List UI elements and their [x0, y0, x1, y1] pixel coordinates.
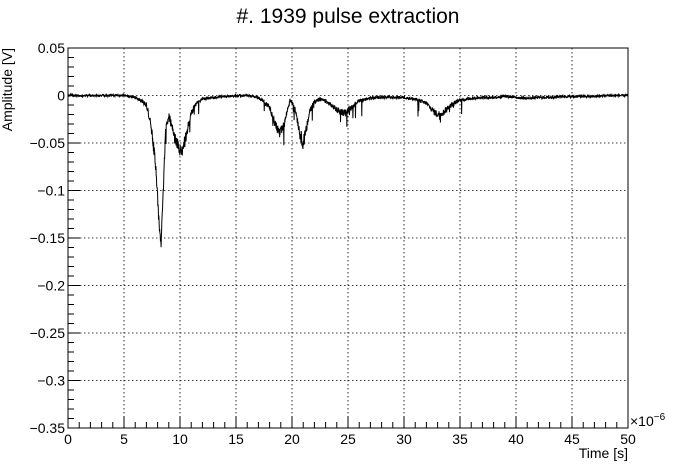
y-tick-label: −0.3	[37, 373, 65, 389]
x-tick-label: 40	[508, 431, 524, 447]
y-tick-label: 0	[57, 88, 65, 104]
chart-title: #. 1939 pulse extraction	[237, 5, 460, 28]
y-tick-label: −0.1	[37, 183, 65, 199]
x-tick-label: 30	[396, 431, 412, 447]
y-tick-label: −0.2	[37, 278, 65, 294]
y-tick-label: 0.05	[38, 40, 65, 56]
grid-lines	[68, 48, 628, 428]
x-tick-label: 20	[284, 431, 300, 447]
y-axis-label: Amplitude [V]	[0, 48, 15, 131]
x-tick-label: 5	[120, 431, 128, 447]
x-tick-label: 50	[620, 431, 636, 447]
x-tick-label: 15	[228, 431, 244, 447]
x-tick-label: 0	[64, 431, 72, 447]
series-line-amplitude	[67, 92, 629, 248]
y-tick-labels: 0.05 0 −0.05 −0.1 −0.15 −0.2 −0.25 −0.3 −0.35	[30, 40, 66, 436]
x-axis-label: Time [s]	[579, 445, 628, 461]
y-tick-label: −0.25	[30, 325, 66, 341]
y-tick-label: −0.15	[30, 230, 66, 246]
y-tick-label: −0.35	[30, 420, 66, 436]
x-tick-label: 25	[340, 431, 356, 447]
x-tick-label: 45	[564, 431, 580, 447]
x-exponent-label: ×10−6	[630, 412, 666, 429]
plot-frame	[67, 47, 629, 429]
y-tick-label: −0.05	[30, 135, 66, 151]
x-tick-labels: 0 5 10 15 20 25 30 35 40 45 50	[64, 431, 636, 447]
x-tick-label: 10	[172, 431, 188, 447]
x-tick-label: 35	[452, 431, 468, 447]
